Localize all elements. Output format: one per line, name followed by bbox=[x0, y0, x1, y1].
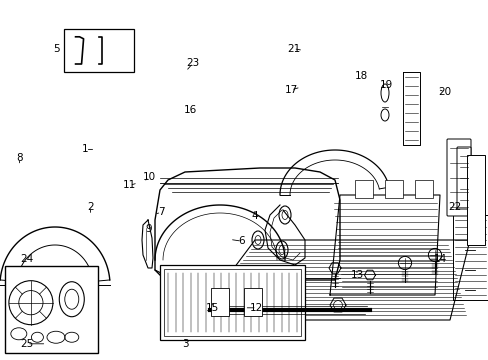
Text: 6: 6 bbox=[238, 236, 245, 246]
Text: 1: 1 bbox=[82, 144, 89, 154]
Text: 7: 7 bbox=[158, 207, 164, 217]
Bar bbox=[466, 155, 484, 245]
Text: 13: 13 bbox=[349, 270, 363, 280]
Text: 9: 9 bbox=[145, 224, 152, 234]
Text: 23: 23 bbox=[186, 58, 200, 68]
FancyBboxPatch shape bbox=[456, 147, 470, 209]
Text: 8: 8 bbox=[16, 153, 23, 163]
Bar bbox=[210, 288, 228, 315]
Text: 17: 17 bbox=[284, 85, 297, 95]
Text: 5: 5 bbox=[53, 44, 60, 54]
Text: 15: 15 bbox=[205, 303, 219, 313]
Text: 12: 12 bbox=[249, 303, 263, 313]
Text: 11: 11 bbox=[122, 180, 136, 190]
Text: 22: 22 bbox=[447, 202, 461, 212]
Text: 18: 18 bbox=[354, 71, 368, 81]
Bar bbox=[160, 265, 305, 340]
Bar bbox=[244, 288, 262, 315]
Bar bbox=[163, 269, 301, 336]
Text: 3: 3 bbox=[182, 339, 189, 349]
Bar bbox=[63, 29, 134, 72]
Text: 10: 10 bbox=[142, 172, 155, 182]
Text: 24: 24 bbox=[20, 254, 34, 264]
Text: 16: 16 bbox=[183, 105, 197, 115]
Text: 2: 2 bbox=[87, 202, 94, 212]
Text: 14: 14 bbox=[432, 254, 446, 264]
Bar bbox=[354, 180, 372, 198]
Text: 19: 19 bbox=[379, 80, 392, 90]
Bar bbox=[414, 180, 432, 198]
Text: 25: 25 bbox=[20, 339, 34, 349]
Bar bbox=[5, 266, 98, 353]
Text: 21: 21 bbox=[286, 44, 300, 54]
Bar bbox=[384, 180, 402, 198]
Text: 20: 20 bbox=[438, 87, 450, 97]
FancyBboxPatch shape bbox=[446, 139, 470, 216]
Text: 4: 4 bbox=[250, 211, 257, 221]
